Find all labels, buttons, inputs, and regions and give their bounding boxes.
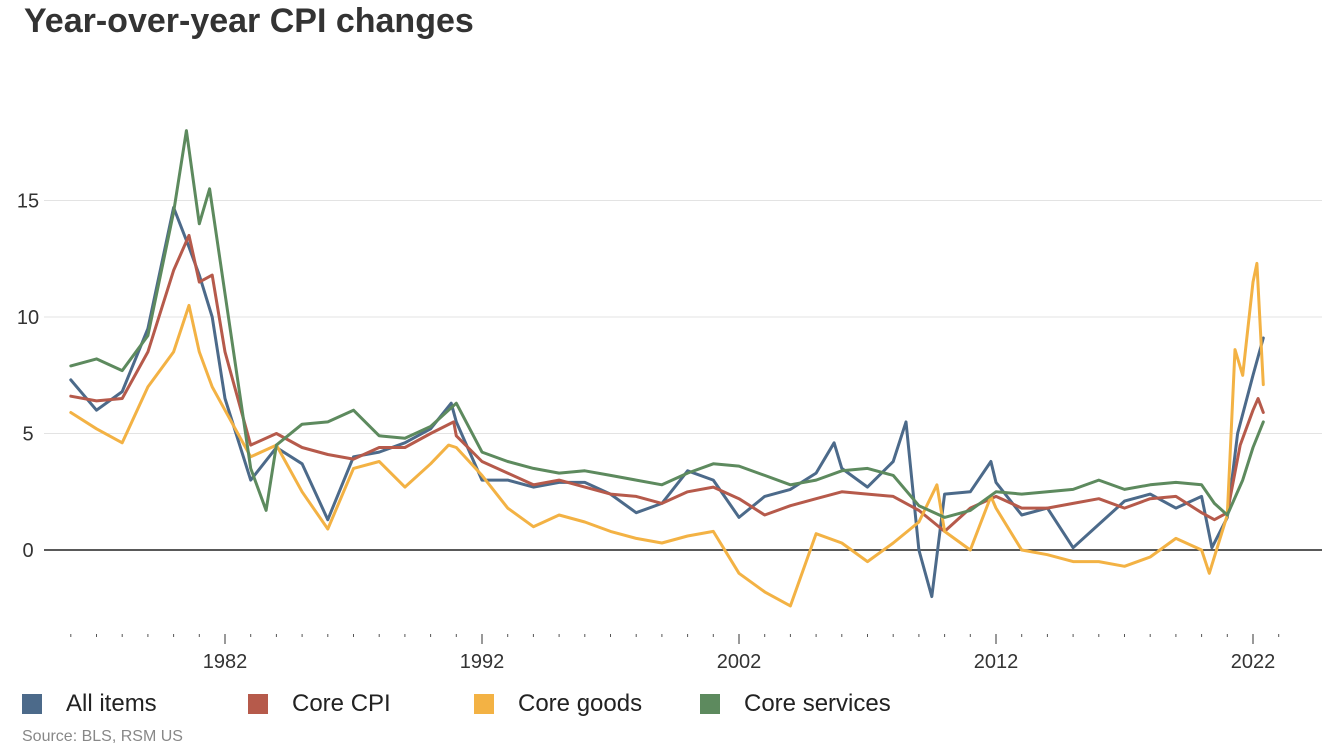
series-line-core-cpi — [69, 233, 1265, 533]
y-tick-label: 5 — [22, 424, 33, 446]
series-line-core-services — [69, 129, 1265, 519]
chart-title: Year-over-year CPI changes — [24, 2, 474, 40]
y-tick-label: 0 — [22, 540, 33, 562]
x-tick-label: 2012 — [974, 651, 1019, 673]
x-tick-label: 1992 — [460, 651, 505, 673]
legend: All items Core CPI Core goods Core services — [22, 690, 926, 718]
series-line-core-goods — [69, 261, 1265, 608]
y-tick-label: 10 — [17, 307, 39, 329]
legend-swatch — [248, 694, 268, 714]
legend-item[interactable]: Core goods — [474, 690, 700, 718]
legend-item[interactable]: All items — [22, 690, 248, 718]
x-tick-label: 1982 — [203, 651, 248, 673]
x-tick-label: 2022 — [1231, 651, 1276, 673]
legend-label: Core services — [744, 690, 891, 717]
legend-label: All items — [66, 690, 157, 717]
legend-label: Core CPI — [292, 690, 391, 717]
y-tick-label: 15 — [17, 191, 39, 213]
series-line-all-items — [69, 206, 1265, 599]
series-layer — [69, 129, 1265, 608]
legend-swatch — [700, 694, 720, 714]
legend-label: Core goods — [518, 690, 643, 717]
legend-swatch — [22, 694, 42, 714]
legend-item[interactable]: Core CPI — [248, 690, 474, 718]
grid-layer — [44, 200, 1322, 551]
x-tick-label: 2002 — [717, 651, 762, 673]
source-note: Source: BLS, RSM US — [22, 728, 183, 745]
legend-swatch — [474, 694, 494, 714]
axis-layer: 0 5 10 15 1982 1992 2002 2012 2022 — [17, 191, 1280, 673]
legend-item[interactable]: Core services — [700, 690, 926, 718]
